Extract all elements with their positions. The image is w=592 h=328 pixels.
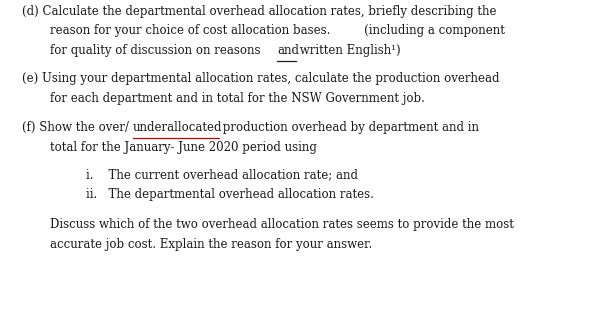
Text: i.    The current overhead allocation rate; and: i. The current overhead allocation rate;… — [86, 169, 358, 182]
Text: underallocated: underallocated — [133, 121, 223, 134]
Text: and: and — [278, 44, 300, 57]
Text: (e) Using your departmental allocation rates, calculate the production overhead: (e) Using your departmental allocation r… — [22, 72, 500, 85]
Text: (f) Show the over/: (f) Show the over/ — [22, 121, 130, 134]
Text: ii.   The departmental overhead allocation rates.: ii. The departmental overhead allocation… — [86, 189, 374, 201]
Text: reason for your choice of cost allocation bases.         (including a component: reason for your choice of cost allocatio… — [50, 25, 505, 37]
Text: total for the January- June 2020 period using: total for the January- June 2020 period … — [50, 141, 317, 154]
Text: written English¹): written English¹) — [296, 44, 401, 57]
Text: (d) Calculate the departmental overhead allocation rates, briefly describing the: (d) Calculate the departmental overhead … — [22, 5, 497, 18]
Text: accurate job cost. Explain the reason for your answer.: accurate job cost. Explain the reason fo… — [50, 238, 372, 251]
Text: for each department and in total for the NSW Government job.: for each department and in total for the… — [50, 92, 425, 105]
Text: Discuss which of the two overhead allocation rates seems to provide the most: Discuss which of the two overhead alloca… — [50, 218, 514, 231]
Text: production overhead by department and in: production overhead by department and in — [219, 121, 479, 134]
Text: for quality of discussion on reasons: for quality of discussion on reasons — [50, 44, 265, 57]
